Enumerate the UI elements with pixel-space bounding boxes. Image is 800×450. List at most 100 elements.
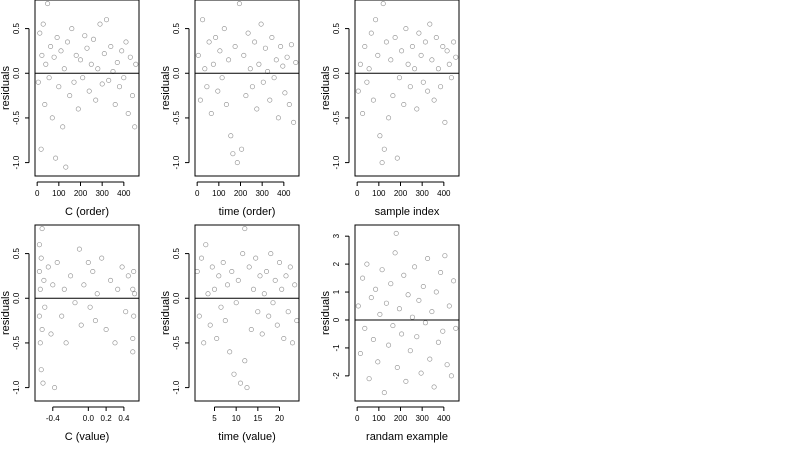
x-axis-title: time (value) [218, 431, 275, 443]
scatter-panel-4: -0.4 0.0 0.2 0.4 C (value) -1.0 -0.5 0.0 0.5 resi… [0, 224, 140, 443]
data-point [73, 52, 79, 58]
data-point [388, 57, 394, 63]
data-point [48, 43, 54, 49]
data-point [244, 385, 250, 391]
y-axis-title: residuals [320, 65, 332, 110]
data-point [204, 84, 210, 90]
data-point [196, 313, 202, 319]
data-point [60, 124, 66, 130]
data-point [85, 259, 91, 265]
y-tick-label: 3 [332, 233, 341, 238]
data-point [279, 286, 285, 292]
data-point [203, 242, 209, 248]
y-axis-title: residuals [320, 290, 332, 335]
data-point [218, 304, 224, 310]
data-point [35, 79, 41, 85]
plot-frame [194, 0, 300, 177]
data-point [368, 30, 374, 36]
data-point [271, 75, 277, 81]
data-point [56, 84, 62, 90]
x-tick-label: 0 [35, 189, 40, 198]
data-point [213, 34, 219, 40]
data-point [255, 309, 261, 315]
y-axis-title: residuals [0, 65, 12, 110]
data-point [130, 335, 136, 341]
data-point [396, 306, 402, 312]
y-axis-title: residuals [160, 290, 172, 335]
data-point [91, 36, 97, 42]
data-point [283, 273, 289, 279]
data-point [37, 286, 43, 292]
data-point [383, 300, 389, 306]
data-point [292, 282, 298, 288]
data-point [254, 106, 260, 112]
data-point [453, 54, 459, 60]
x-tick-label: 400 [437, 189, 451, 198]
data-point [202, 66, 208, 72]
data-point [130, 286, 136, 292]
scatter-panel-3: 0 100 200 300 400 sample index -1.0 -0.5 0.0 0.5 r… [320, 0, 460, 218]
x-tick-label: 0 [355, 189, 360, 198]
data-point [260, 79, 266, 85]
data-point [225, 282, 231, 288]
x-tick-label: 400 [117, 189, 131, 198]
data-point [276, 259, 282, 265]
y-tick-label: 0.5 [172, 22, 181, 34]
data-point [115, 286, 121, 292]
x-tick-label: 200 [234, 189, 248, 198]
data-point [234, 160, 240, 166]
y-axis-title: residuals [0, 290, 12, 335]
data-point [75, 106, 81, 112]
data-point [431, 384, 437, 390]
data-point [444, 48, 450, 54]
data-point [362, 43, 368, 49]
y-tick-label: -0.5 [172, 110, 181, 124]
data-point [422, 320, 428, 326]
x-tick-label: 20 [275, 414, 284, 423]
data-point [370, 336, 376, 342]
data-point [48, 331, 54, 337]
data-point [81, 282, 87, 288]
data-point [123, 39, 129, 45]
data-point [427, 356, 433, 362]
data-point [40, 21, 46, 27]
data-point [448, 75, 454, 81]
y-tick-label: -1.0 [332, 155, 341, 169]
data-point [207, 322, 213, 328]
data-point [88, 61, 94, 67]
data-point [405, 292, 411, 298]
data-point [393, 230, 399, 236]
data-point [119, 48, 125, 54]
data-point [438, 269, 444, 275]
data-point [97, 21, 103, 27]
plot-frame [34, 0, 140, 177]
data-point [121, 75, 127, 81]
data-point [252, 39, 258, 45]
data-point [41, 277, 47, 283]
data-point [101, 51, 107, 57]
data-point [119, 264, 125, 270]
x-axis-title: C (value) [65, 431, 110, 443]
y-tick-label: -1 [332, 344, 341, 352]
x-axis-title: randam example [366, 431, 448, 443]
plot-frame [194, 224, 300, 402]
x-tick-label: 200 [394, 189, 408, 198]
data-point [49, 115, 55, 121]
data-point [72, 300, 78, 306]
data-point [357, 61, 363, 67]
data-point [272, 277, 278, 283]
data-point [418, 52, 424, 58]
data-point [212, 286, 218, 292]
data-point [375, 359, 381, 365]
data-point [39, 52, 45, 58]
data-point [273, 57, 279, 63]
data-point [54, 34, 60, 40]
data-point [125, 273, 131, 279]
data-point [286, 102, 292, 108]
data-point [227, 349, 233, 355]
data-point [201, 340, 207, 346]
data-point [373, 286, 379, 292]
data-point [133, 61, 139, 67]
data-point [377, 311, 383, 317]
